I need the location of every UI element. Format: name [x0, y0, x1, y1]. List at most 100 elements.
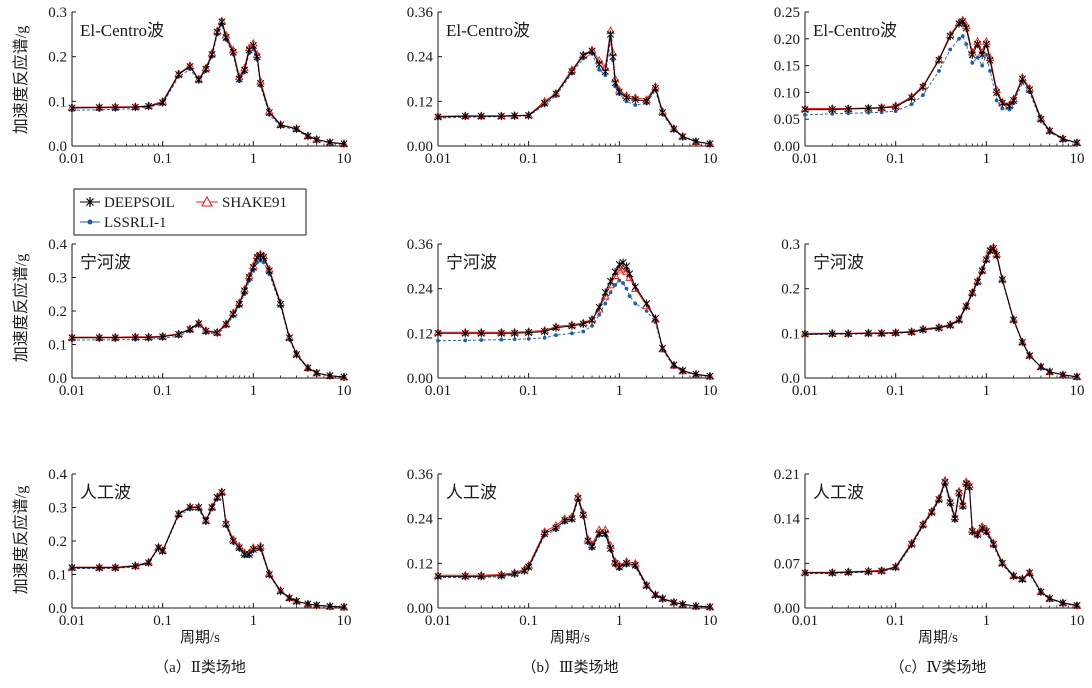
point-deepsoil-r3b-8	[552, 523, 560, 532]
point-deepsoil-r2b-11	[595, 303, 603, 312]
point-deepsoil-r2c-3	[864, 329, 872, 338]
series-line-lssrli1-r2a	[71, 260, 345, 378]
point-lssrli1-r2b-15	[617, 278, 622, 283]
point-deepsoil-r3b-21	[631, 561, 639, 570]
point-deepsoil-r2c-24	[1046, 367, 1054, 376]
x-tick-label-r2b-1: 0.1	[519, 383, 538, 399]
point-lssrli1-r1c-9	[948, 47, 953, 52]
point-deepsoil-r3b-20	[622, 559, 631, 568]
y-tick-label-r3a-3: 0.3	[48, 501, 67, 517]
point-deepsoil-r2b-20	[643, 299, 651, 308]
point-deepsoil-r3c-26	[1037, 588, 1045, 597]
point-deepsoil-r1b-15	[611, 78, 619, 87]
x-tick-label-r2b-0: 0.01	[425, 383, 451, 399]
point-lssrli1-r1c-2	[846, 111, 851, 116]
point-deepsoil-r2a-21	[277, 300, 285, 309]
point-deepsoil-r1c-23	[1026, 85, 1034, 94]
point-deepsoil-r3a-26	[313, 601, 321, 610]
legend-item-lssrli1: LSSRLI-1	[80, 215, 167, 231]
y-tick-label-r1c-3: 0.15	[774, 59, 800, 75]
y-tick-label-r2c-0: 0.0	[781, 371, 800, 387]
x-tick-label-r1b-1: 0.1	[519, 151, 538, 167]
point-deepsoil-r3b-23	[651, 590, 659, 599]
point-deepsoil-r2b-15	[615, 260, 623, 269]
point-lssrli1-r2a-17	[255, 260, 259, 265]
y-tick-label-r1c-0: 0.00	[774, 139, 800, 155]
x-tick-label-r3b-3: 10	[703, 613, 718, 629]
point-deepsoil-r3a-0	[68, 563, 76, 572]
point-deepsoil-r3a-15	[229, 537, 237, 545]
x-tick-label-r1b-0: 0.01	[425, 151, 451, 167]
point-deepsoil-r3c-20	[982, 527, 990, 536]
point-deepsoil-r3b-5	[520, 566, 529, 575]
point-deepsoil-r2c-18	[993, 251, 1001, 260]
y-tick-label-r3b-3: 0.36	[407, 467, 434, 483]
point-deepsoil-r2b-3	[497, 329, 505, 338]
y-tick-label-r1c-5: 0.25	[774, 5, 800, 21]
point-deepsoil-r3a-7	[175, 510, 183, 519]
point-lssrli1-r2b-10	[590, 323, 594, 328]
panel-title-r2c: 宁河波	[813, 253, 864, 272]
point-deepsoil-r2a-15	[245, 273, 253, 282]
point-deepsoil-r3a-24	[293, 597, 301, 606]
point-lssrli1-r1c-8	[937, 69, 941, 73]
point-deepsoil-r1a-23	[293, 125, 301, 134]
point-deepsoil-r1b-21	[659, 108, 667, 117]
x-tick-label-r3c-0: 0.01	[792, 613, 818, 629]
panel-title-r3c: 人工波	[813, 483, 864, 502]
point-deepsoil-r3b-12	[579, 510, 587, 519]
point-deepsoil-r1a-8	[195, 75, 203, 84]
point-deepsoil-r3c-17	[968, 527, 976, 536]
series-line-lssrli1-r2b	[437, 279, 711, 377]
series-deepsoil-r1a	[68, 17, 348, 148]
legend-marker-deepsoil-asterisk	[86, 197, 94, 207]
point-deepsoil-r3a-4	[145, 558, 153, 567]
y-tick-label-r3b-0: 0.00	[407, 601, 433, 617]
x-tick-label-r1c-0: 0.01	[792, 151, 818, 167]
point-deepsoil-r3c-21	[989, 540, 998, 549]
point-deepsoil-r2a-22	[285, 333, 293, 342]
point-lssrli1-r2b-14	[613, 283, 618, 287]
point-deepsoil-r3a-6	[159, 547, 167, 556]
point-lssrli1-r2b-8	[570, 331, 574, 336]
point-deepsoil-r2b-14	[611, 267, 619, 276]
point-deepsoil-r2b-6	[541, 327, 549, 336]
point-deepsoil-r3c-16	[965, 482, 973, 491]
y-tick-label-r3c-1: 0.07	[774, 556, 801, 572]
point-deepsoil-r2c-13	[973, 277, 982, 286]
series-lssrli1-r2b	[436, 278, 712, 379]
point-deepsoil-r2b-25	[692, 370, 700, 379]
point-lssrli1-r2b-3	[499, 337, 504, 342]
point-deepsoil-r3c-28	[1059, 598, 1067, 607]
point-lssrli1-r1c-5	[893, 109, 898, 114]
point-deepsoil-r1a-15	[235, 75, 243, 83]
point-deepsoil-r2a-6	[175, 330, 183, 339]
point-lssrli1-r2b-6	[542, 335, 547, 340]
x-tick-label-r3a-3: 10	[337, 613, 352, 629]
point-deepsoil-r3c-18	[973, 530, 982, 539]
point-deepsoil-r1a-1	[95, 103, 103, 112]
point-deepsoil-r3c-23	[1010, 572, 1018, 581]
caption-a: （a）Ⅱ类场地	[154, 659, 246, 676]
y-tick-label-r1b-3: 0.36	[407, 5, 434, 21]
point-deepsoil-r1a-9	[202, 65, 210, 74]
point-deepsoil-r3b-11	[574, 494, 582, 503]
y-tick-label-r3a-1: 0.1	[48, 568, 67, 584]
point-deepsoil-r2c-8	[935, 323, 943, 332]
point-lssrli1-r2b-13	[608, 290, 613, 295]
series-line-lssrli1-r3c	[805, 482, 1078, 607]
point-deepsoil-r3c-27	[1046, 594, 1054, 603]
point-deepsoil-r1a-19	[253, 52, 261, 61]
point-deepsoil-r2b-22	[659, 344, 667, 353]
y-tick-label-r3a-2: 0.2	[48, 534, 67, 550]
point-deepsoil-r1c-1	[828, 105, 836, 114]
series-deepsoil-r2a	[68, 251, 348, 381]
point-lssrli1-r1b-18	[633, 103, 638, 107]
point-deepsoil-r2a-0	[68, 333, 76, 342]
point-deepsoil-r3a-18	[245, 550, 253, 559]
point-lssrli1-r1c-3	[866, 110, 871, 115]
series-deepsoil-r1b	[434, 30, 714, 148]
series-line-deepsoil-r1b	[437, 34, 711, 145]
point-deepsoil-r3c-9	[935, 495, 943, 504]
point-deepsoil-r3b-13	[584, 537, 592, 545]
